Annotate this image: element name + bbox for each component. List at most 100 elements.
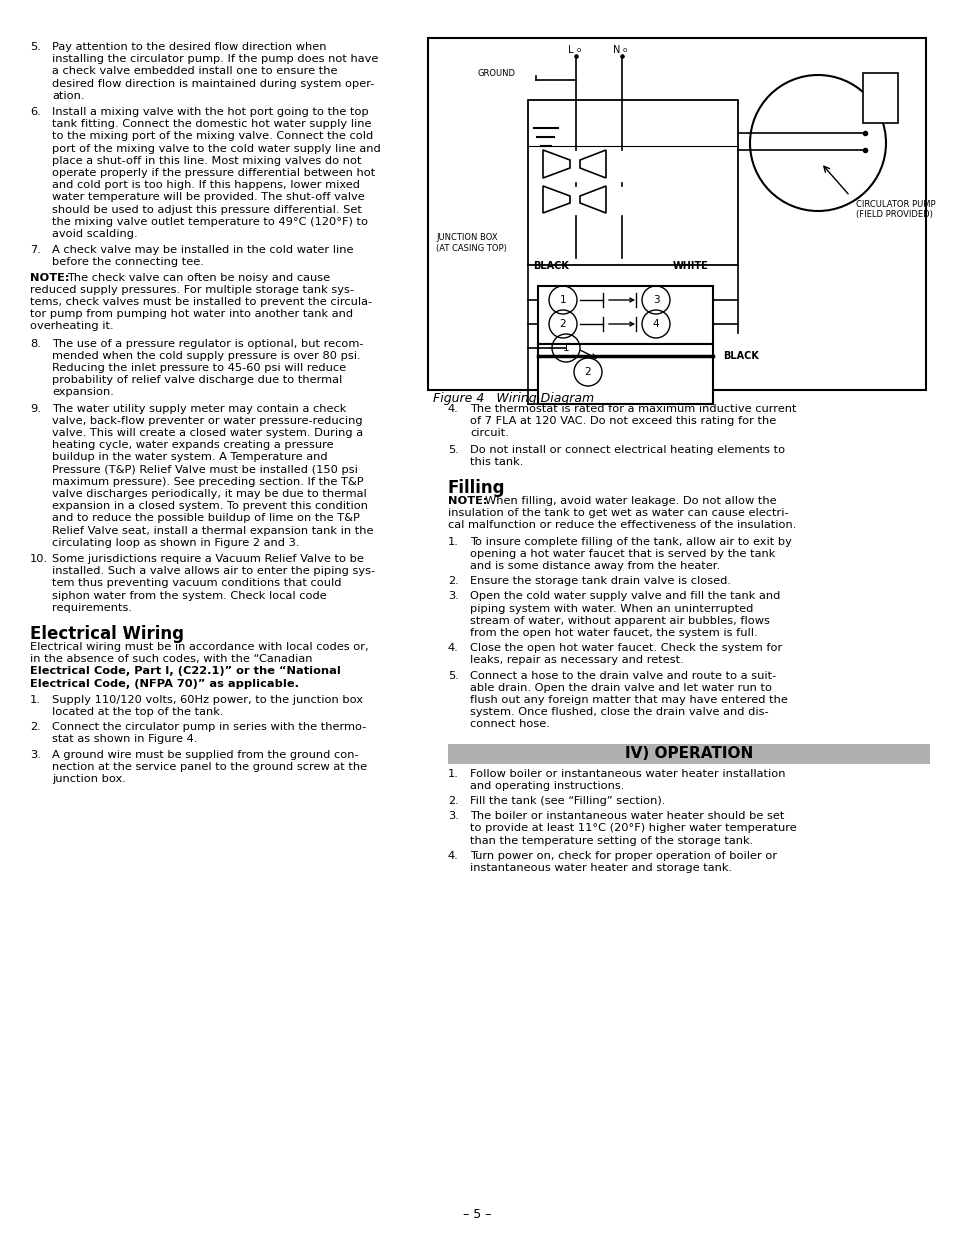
Text: valve. This will create a closed water system. During a: valve. This will create a closed water s… [52, 429, 363, 438]
Text: ation.: ation. [52, 91, 85, 101]
Text: 6.: 6. [30, 107, 41, 117]
Text: Fill the tank (see “Filling” section).: Fill the tank (see “Filling” section). [470, 797, 664, 806]
Text: circuit.: circuit. [470, 429, 508, 438]
Text: piping system with water. When an uninterrupted: piping system with water. When an uninte… [470, 604, 753, 614]
Text: Electrical wiring must be in accordance with local codes or,: Electrical wiring must be in accordance … [30, 642, 368, 652]
Text: the mixing valve outlet temperature to 49°C (120°F) to: the mixing valve outlet temperature to 4… [52, 217, 368, 227]
Text: located at the top of the tank.: located at the top of the tank. [52, 706, 223, 718]
Bar [527, 100, 738, 266]
Text: tor pump from pumping hot water into another tank and: tor pump from pumping hot water into ano… [30, 309, 353, 319]
Text: Filling: Filling [448, 479, 505, 496]
Text: WHITE: WHITE [672, 261, 708, 270]
Text: N: N [613, 44, 620, 56]
Text: 4.: 4. [448, 404, 458, 414]
Text: o: o [577, 47, 580, 53]
Text: The check valve can often be noisy and cause: The check valve can often be noisy and c… [67, 273, 330, 283]
Text: requirements.: requirements. [52, 603, 132, 613]
Text: 1: 1 [559, 295, 566, 305]
Text: cal malfunction or reduce the effectiveness of the insulation.: cal malfunction or reduce the effectiven… [448, 520, 796, 530]
Text: Supply 110/120 volts, 60Hz power, to the junction box: Supply 110/120 volts, 60Hz power, to the… [52, 695, 363, 705]
Text: leaks, repair as necessary and retest.: leaks, repair as necessary and retest. [470, 656, 683, 666]
Text: stream of water, without apparent air bubbles, flows: stream of water, without apparent air bu… [470, 616, 769, 626]
Text: CIRCULATOR PUMP: CIRCULATOR PUMP [855, 200, 935, 209]
Bar [862, 73, 897, 124]
Text: insulation of the tank to get wet as water can cause electri-: insulation of the tank to get wet as wat… [448, 508, 788, 519]
Text: Do not install or connect electrical heating elements to: Do not install or connect electrical hea… [470, 445, 784, 454]
Text: probability of relief valve discharge due to thermal: probability of relief valve discharge du… [52, 375, 342, 385]
Text: a check valve embedded install one to ensure the: a check valve embedded install one to en… [52, 67, 337, 77]
Text: 7.: 7. [30, 246, 41, 256]
Text: from the open hot water faucet, the system is full.: from the open hot water faucet, the syst… [470, 629, 757, 638]
Text: 5.: 5. [448, 671, 458, 680]
Text: maximum pressure). See preceding section. If the T&P: maximum pressure). See preceding section… [52, 477, 363, 487]
Text: o: o [622, 47, 626, 53]
Text: avoid scalding.: avoid scalding. [52, 228, 137, 240]
Text: GROUND: GROUND [477, 68, 516, 78]
Text: nection at the service panel to the ground screw at the: nection at the service panel to the grou… [52, 762, 367, 772]
Text: 2.: 2. [448, 797, 458, 806]
Text: and to reduce the possible buildup of lime on the T&P: and to reduce the possible buildup of li… [52, 514, 359, 524]
Text: Turn power on, check for proper operation of boiler or: Turn power on, check for proper operatio… [470, 851, 777, 861]
Text: Close the open hot water faucet. Check the system for: Close the open hot water faucet. Check t… [470, 643, 781, 653]
Text: tems, check valves must be installed to prevent the circula-: tems, check valves must be installed to … [30, 296, 372, 308]
Text: 3.: 3. [30, 750, 41, 760]
Text: desired flow direction is maintained during system oper-: desired flow direction is maintained dur… [52, 79, 374, 89]
Text: 5.: 5. [30, 42, 41, 52]
Text: A ground wire must be supplied from the ground con-: A ground wire must be supplied from the … [52, 750, 358, 760]
Text: Electrical Wiring: Electrical Wiring [30, 625, 184, 643]
Bar [448, 743, 929, 763]
Text: NOTE:: NOTE: [30, 273, 70, 283]
Text: Pressure (T&P) Relief Valve must be installed (150 psi: Pressure (T&P) Relief Valve must be inst… [52, 464, 357, 474]
Text: and operating instructions.: and operating instructions. [470, 781, 623, 790]
Text: Figure 4   Wiring Diagram: Figure 4 Wiring Diagram [433, 391, 594, 405]
Text: 3: 3 [652, 295, 659, 305]
Text: NOTE:: NOTE: [448, 496, 487, 506]
Text: before the connecting tee.: before the connecting tee. [52, 257, 204, 268]
Text: should be used to adjust this pressure differential. Set: should be used to adjust this pressure d… [52, 205, 361, 215]
Text: valve, back-flow preventer or water pressure-reducing: valve, back-flow preventer or water pres… [52, 416, 362, 426]
Text: water temperature will be provided. The shut-off valve: water temperature will be provided. The … [52, 193, 364, 203]
Text: installed. Such a valve allows air to enter the piping sys-: installed. Such a valve allows air to en… [52, 566, 375, 577]
Text: tem thus preventing vacuum conditions that could: tem thus preventing vacuum conditions th… [52, 578, 341, 588]
Text: 8.: 8. [30, 338, 41, 348]
Text: instantaneous water heater and storage tank.: instantaneous water heater and storage t… [470, 863, 731, 873]
Text: 2: 2 [559, 319, 566, 329]
Text: circulating loop as shown in Figure 2 and 3.: circulating loop as shown in Figure 2 an… [52, 537, 299, 548]
Text: 4: 4 [652, 319, 659, 329]
Text: Open the cold water supply valve and fill the tank and: Open the cold water supply valve and fil… [470, 592, 780, 601]
Text: buildup in the water system. A Temperature and: buildup in the water system. A Temperatu… [52, 452, 327, 462]
Text: IV) OPERATION: IV) OPERATION [624, 746, 752, 761]
Text: than the temperature setting of the storage tank.: than the temperature setting of the stor… [470, 836, 753, 846]
Text: place a shut-off in this line. Most mixing valves do not: place a shut-off in this line. Most mixi… [52, 156, 361, 165]
Text: (AT CASING TOP): (AT CASING TOP) [436, 245, 506, 253]
Text: A check valve may be installed in the cold water line: A check valve may be installed in the co… [52, 246, 354, 256]
Text: port of the mixing valve to the cold water supply line and: port of the mixing valve to the cold wat… [52, 143, 380, 153]
Text: – 5 –: – 5 – [462, 1209, 491, 1221]
Text: this tank.: this tank. [470, 457, 523, 467]
Text: in the absence of such codes, with the “Canadian: in the absence of such codes, with the “… [30, 655, 313, 664]
Text: connect hose.: connect hose. [470, 720, 549, 730]
Text: Connect the circulator pump in series with the thermo-: Connect the circulator pump in series wi… [52, 722, 366, 732]
Text: (FIELD PROVIDED): (FIELD PROVIDED) [855, 210, 932, 219]
Text: 3.: 3. [448, 592, 458, 601]
Text: system. Once flushed, close the drain valve and dis-: system. Once flushed, close the drain va… [470, 708, 768, 718]
Text: Relief Valve seat, install a thermal expansion tank in the: Relief Valve seat, install a thermal exp… [52, 526, 374, 536]
Text: Connect a hose to the drain valve and route to a suit-: Connect a hose to the drain valve and ro… [470, 671, 776, 680]
Text: 3.: 3. [448, 811, 458, 821]
Text: 2.: 2. [30, 722, 41, 732]
Text: Electrical Code, Part I, (C22.1)” or the “National: Electrical Code, Part I, (C22.1)” or the… [30, 667, 340, 677]
Text: junction box.: junction box. [52, 774, 126, 784]
Text: 4.: 4. [448, 643, 458, 653]
Text: 1.: 1. [448, 768, 458, 778]
Text: 1.: 1. [30, 695, 41, 705]
Text: heating cycle, water expands creating a pressure: heating cycle, water expands creating a … [52, 440, 334, 451]
Text: operate properly if the pressure differential between hot: operate properly if the pressure differe… [52, 168, 375, 178]
Text: 9.: 9. [30, 404, 41, 414]
Text: Follow boiler or instantaneous water heater installation: Follow boiler or instantaneous water hea… [470, 768, 784, 778]
Text: mended when the cold supply pressure is over 80 psi.: mended when the cold supply pressure is … [52, 351, 360, 361]
Text: tank fitting. Connect the domestic hot water supply line: tank fitting. Connect the domestic hot w… [52, 120, 371, 130]
Text: 2: 2 [584, 367, 591, 377]
Text: Reducing the inlet pressure to 45-60 psi will reduce: Reducing the inlet pressure to 45-60 psi… [52, 363, 346, 373]
Text: installing the circulator pump. If the pump does not have: installing the circulator pump. If the p… [52, 54, 378, 64]
Text: BLACK: BLACK [722, 351, 758, 361]
